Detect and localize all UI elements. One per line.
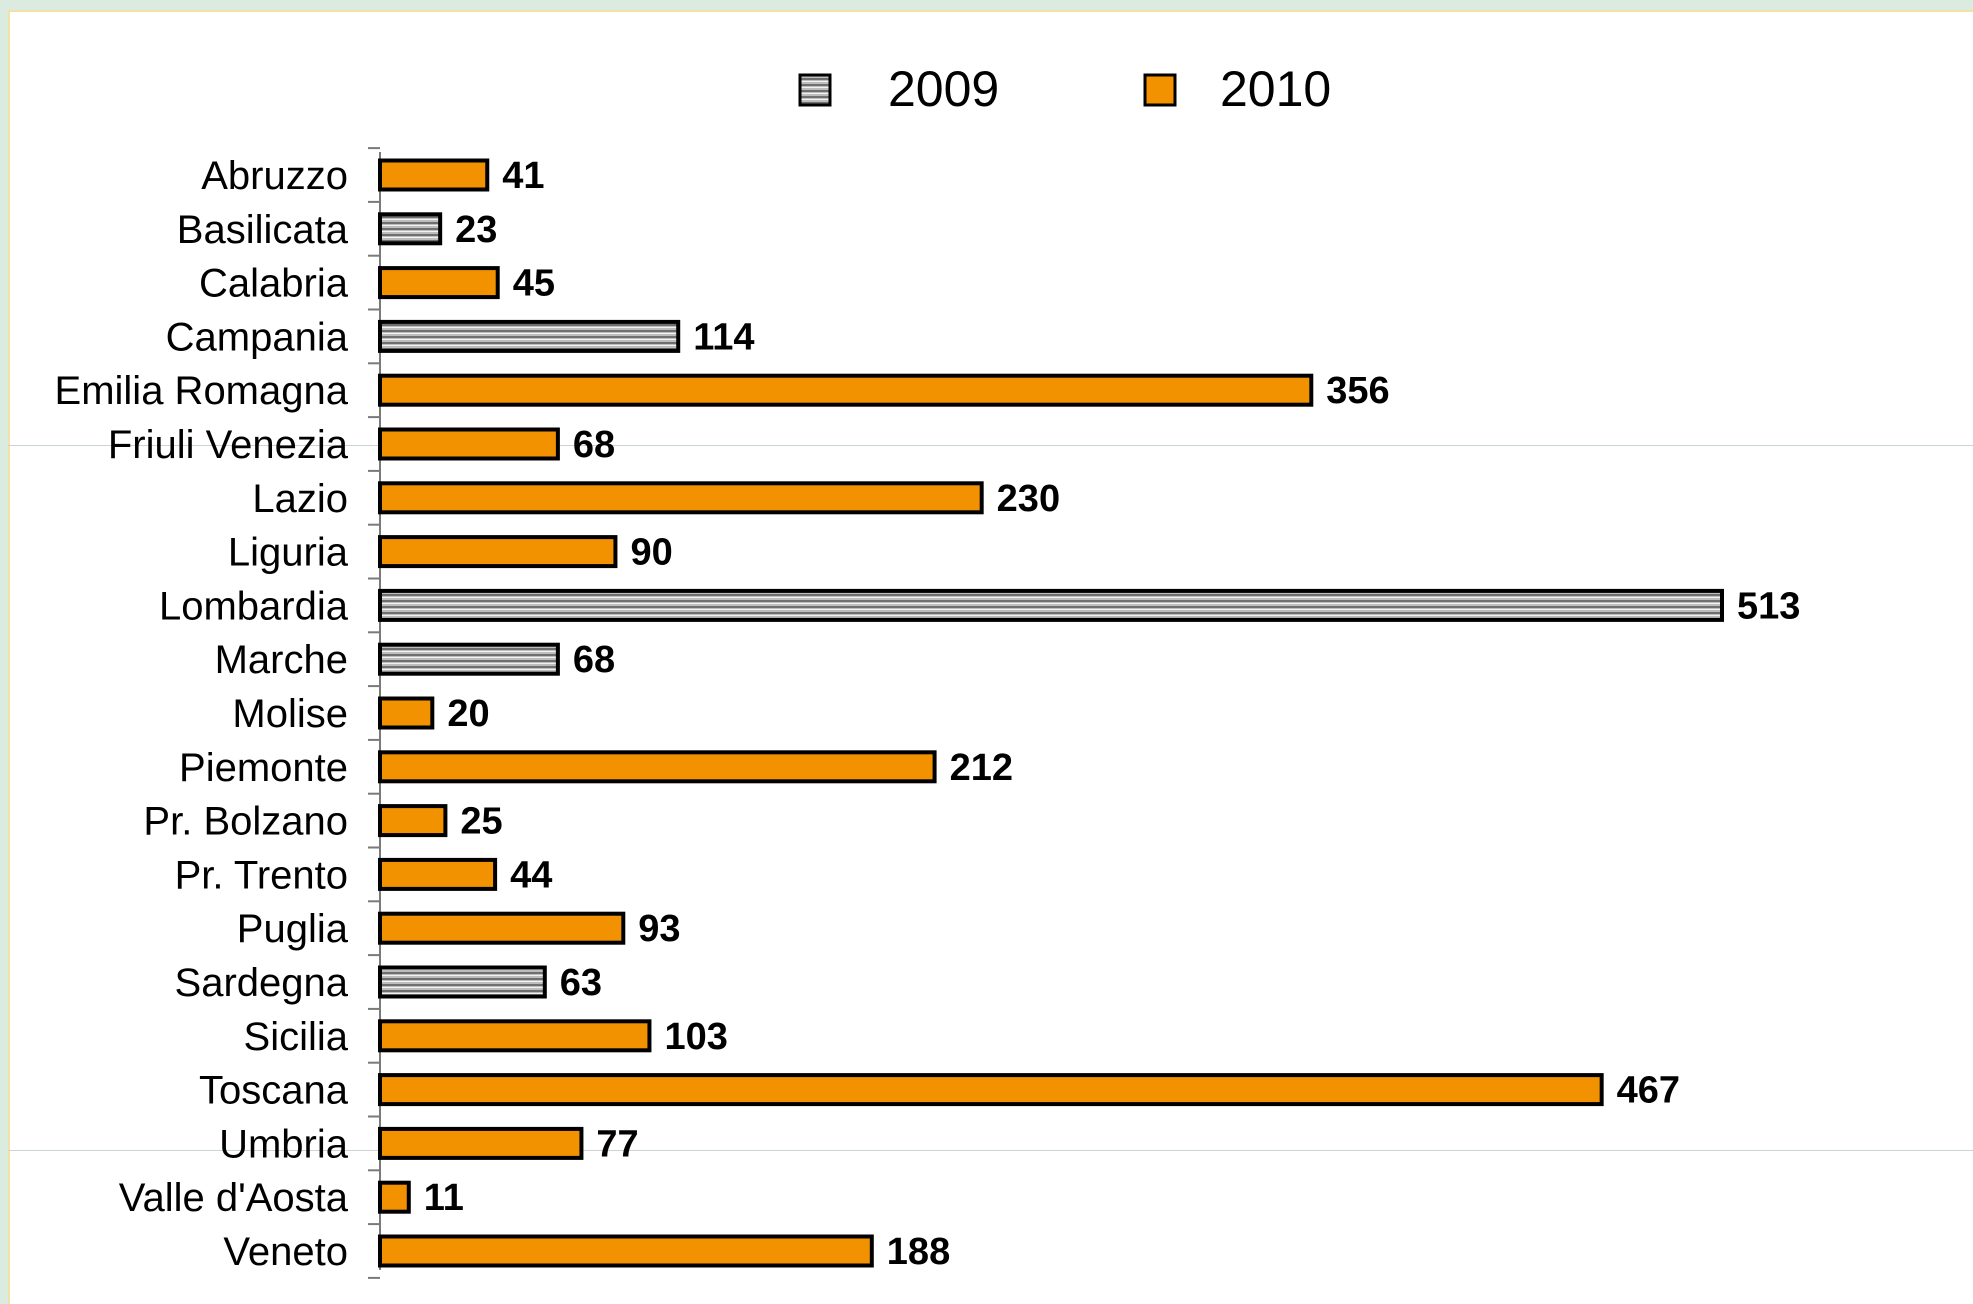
category-label: Sicilia [244,1015,349,1059]
value-label: 68 [573,639,615,681]
value-label: 41 [502,155,544,197]
value-label: 44 [510,854,552,896]
category-label: Campania [166,315,349,359]
category-label: Marche [215,638,348,682]
bar-lombardia [378,588,1724,622]
category-label: Piemonte [179,746,348,790]
category-label: Puglia [237,907,349,951]
divider-line [8,445,1973,446]
bar-marche [378,642,560,676]
category-label: Veneto [223,1230,348,1274]
value-label: 513 [1737,585,1800,627]
bar-abruzzo [378,158,490,192]
category-label: Valle d'Aosta [119,1176,349,1220]
bar-lazio [378,481,984,515]
value-label: 77 [596,1123,638,1165]
bar-campania [378,319,681,353]
bar-molise [378,696,435,730]
value-label: 20 [447,693,489,735]
bar-basilicata [378,212,443,246]
category-label: Calabria [199,262,349,306]
bar-toscana [378,1073,1604,1107]
category-label: Sardegna [175,961,349,1005]
value-label: 114 [693,316,754,358]
legend-label-2009: 2009 [888,61,999,117]
category-axis: Abruzzo Basilicata Calabria Campania Emilia … [55,147,381,1279]
category-label: Pr. Trento [175,853,348,897]
category-label: Molise [232,692,348,736]
divider-line [8,1150,1973,1151]
category-label: Friuli Venezia [108,423,349,467]
category-label: Abruzzo [201,154,348,198]
value-label: 356 [1326,370,1389,412]
value-label: 68 [573,424,615,466]
bar-sicilia [378,1019,652,1053]
bar-liguria [378,535,618,569]
value-label: 230 [997,478,1060,520]
value-label: 467 [1617,1070,1680,1112]
bar-sardegna [378,965,547,999]
legend: 2009 2010 [798,61,1331,117]
category-label: Basilicata [177,208,349,252]
category-label: Toscana [199,1069,349,1113]
legend-label-2010: 2010 [1220,61,1331,117]
value-label: 63 [560,962,602,1004]
value-label: 188 [887,1231,950,1273]
value-label: 212 [950,747,1013,789]
category-label: Emilia Romagna [55,369,349,413]
value-label: 23 [455,209,497,251]
value-label: 90 [630,532,672,574]
bar-piemonte [378,750,937,784]
bar-puglia [378,911,626,945]
legend-swatch-2010 [1143,73,1177,107]
bar-veneto [378,1234,874,1268]
value-label: 45 [513,263,555,305]
bar-pr-trento [378,857,498,891]
value-label: 11 [424,1177,464,1219]
category-label: Lazio [252,477,348,521]
bar-valle-d-aosta [378,1180,411,1214]
bar-emilia-romagna [378,373,1314,407]
category-label: Liguria [228,531,349,575]
value-label: 93 [638,908,680,950]
category-label: Umbria [219,1122,349,1166]
value-label: 25 [460,801,502,843]
bar-friuli-venezia [378,427,560,461]
legend-swatch-2009 [798,73,832,107]
category-label: Lombardia [159,584,349,628]
bar-calabria [378,266,500,300]
bar-pr-bolzano [378,804,448,838]
category-label: Pr. Bolzano [143,800,348,844]
value-label: 103 [664,1016,727,1058]
bar-umbria [378,1126,584,1160]
